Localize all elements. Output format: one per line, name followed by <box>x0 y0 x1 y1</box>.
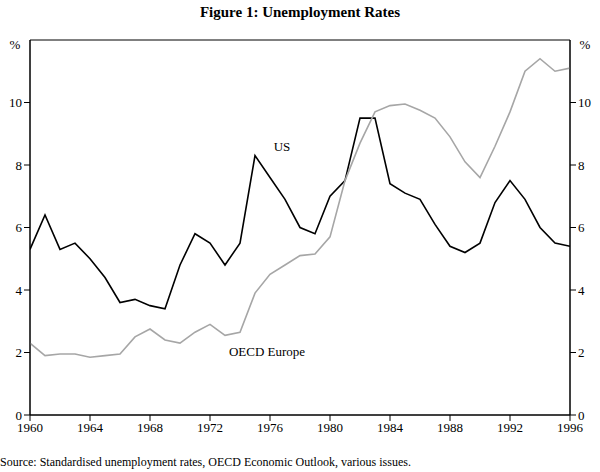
svg-text:1996: 1996 <box>557 420 583 436</box>
svg-text:1968: 1968 <box>137 420 163 435</box>
svg-text:0: 0 <box>578 408 585 423</box>
svg-text:1972: 1972 <box>197 420 223 435</box>
html-text:Source: Standardised unemploym: Source: Standardised unemployment rates,… <box>0 455 411 469</box>
svg-text:2: 2 <box>16 345 23 360</box>
svg-text:OECD Europe: OECD Europe <box>229 344 305 359</box>
svg-text:4: 4 <box>16 283 23 298</box>
svg-text:10: 10 <box>578 95 591 110</box>
svg-text:1976: 1976 <box>257 420 284 435</box>
svg-text:6: 6 <box>578 220 585 235</box>
svg-text:0: 0 <box>16 408 23 423</box>
svg-text:4: 4 <box>578 283 585 298</box>
svg-text:1992: 1992 <box>497 420 523 435</box>
svg-text:1964: 1964 <box>77 420 104 435</box>
html-text:Figure 1: Unemployment Rates: Figure 1: Unemployment Rates <box>199 4 401 20</box>
svg-text:1960: 1960 <box>17 420 43 436</box>
svg-text:1980: 1980 <box>317 420 343 435</box>
svg-text:2: 2 <box>578 345 585 360</box>
svg-text:8: 8 <box>16 158 23 173</box>
svg-text:10: 10 <box>9 95 22 110</box>
svg-text:6: 6 <box>16 220 23 235</box>
svg-text:%: % <box>10 37 21 52</box>
svg-text:%: % <box>580 37 591 52</box>
svg-text:8: 8 <box>578 158 585 173</box>
svg-text:US: US <box>274 139 291 154</box>
svg-text:1984: 1984 <box>377 420 404 435</box>
svg-text:1988: 1988 <box>437 420 463 435</box>
